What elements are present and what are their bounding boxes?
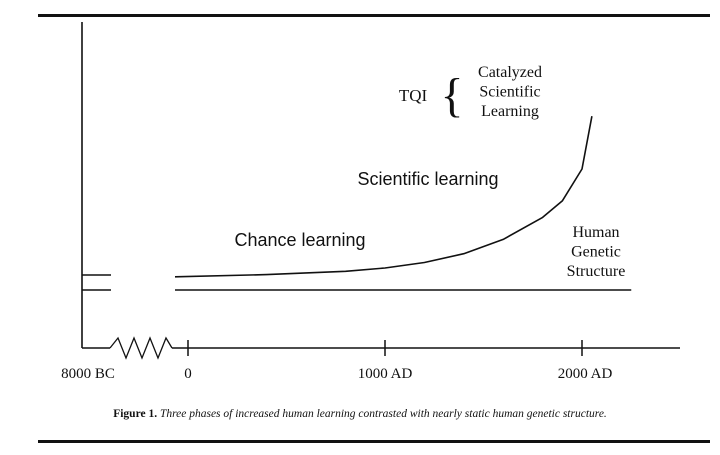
figure-caption: Figure 1. Three phases of increased huma… — [0, 408, 720, 420]
chart-ticks: 8000 BC 0 1000 AD 2000 AD — [61, 340, 612, 382]
x-tick-label-0: 8000 BC — [61, 366, 115, 382]
tqi-line-2: Learning — [481, 103, 539, 120]
tqi-line-1: Scientific — [479, 84, 540, 101]
tqi-label: TQI — [399, 86, 428, 105]
axis-break-zigzag — [109, 336, 173, 360]
tqi-line-0: Catalyzed — [478, 64, 542, 81]
caption-text: Three phases of increased human learning… — [159, 408, 607, 420]
tqi-bracket: { — [440, 69, 463, 122]
segment-label-1: Scientific learning — [357, 169, 498, 189]
learning-curve — [174, 116, 593, 278]
x-tick-label-2: 1000 AD — [358, 366, 413, 382]
chart-series — [82, 116, 632, 291]
chart-labels: Chance learning Scientific learning Human G… — [234, 64, 625, 280]
x-tick-label-3: 2000 AD — [558, 366, 613, 382]
chart-axes — [81, 22, 680, 360]
bottom-rule — [38, 440, 710, 443]
x-tick-label-1: 0 — [184, 366, 192, 382]
genetic-label-line-0: Human — [572, 224, 619, 241]
genetic-label-line-1: Genetic — [571, 244, 621, 261]
top-rule — [38, 14, 710, 17]
segment-label-0: Chance learning — [234, 230, 365, 250]
caption-label: Figure 1. — [113, 408, 158, 420]
genetic-label-line-2: Structure — [567, 263, 626, 280]
